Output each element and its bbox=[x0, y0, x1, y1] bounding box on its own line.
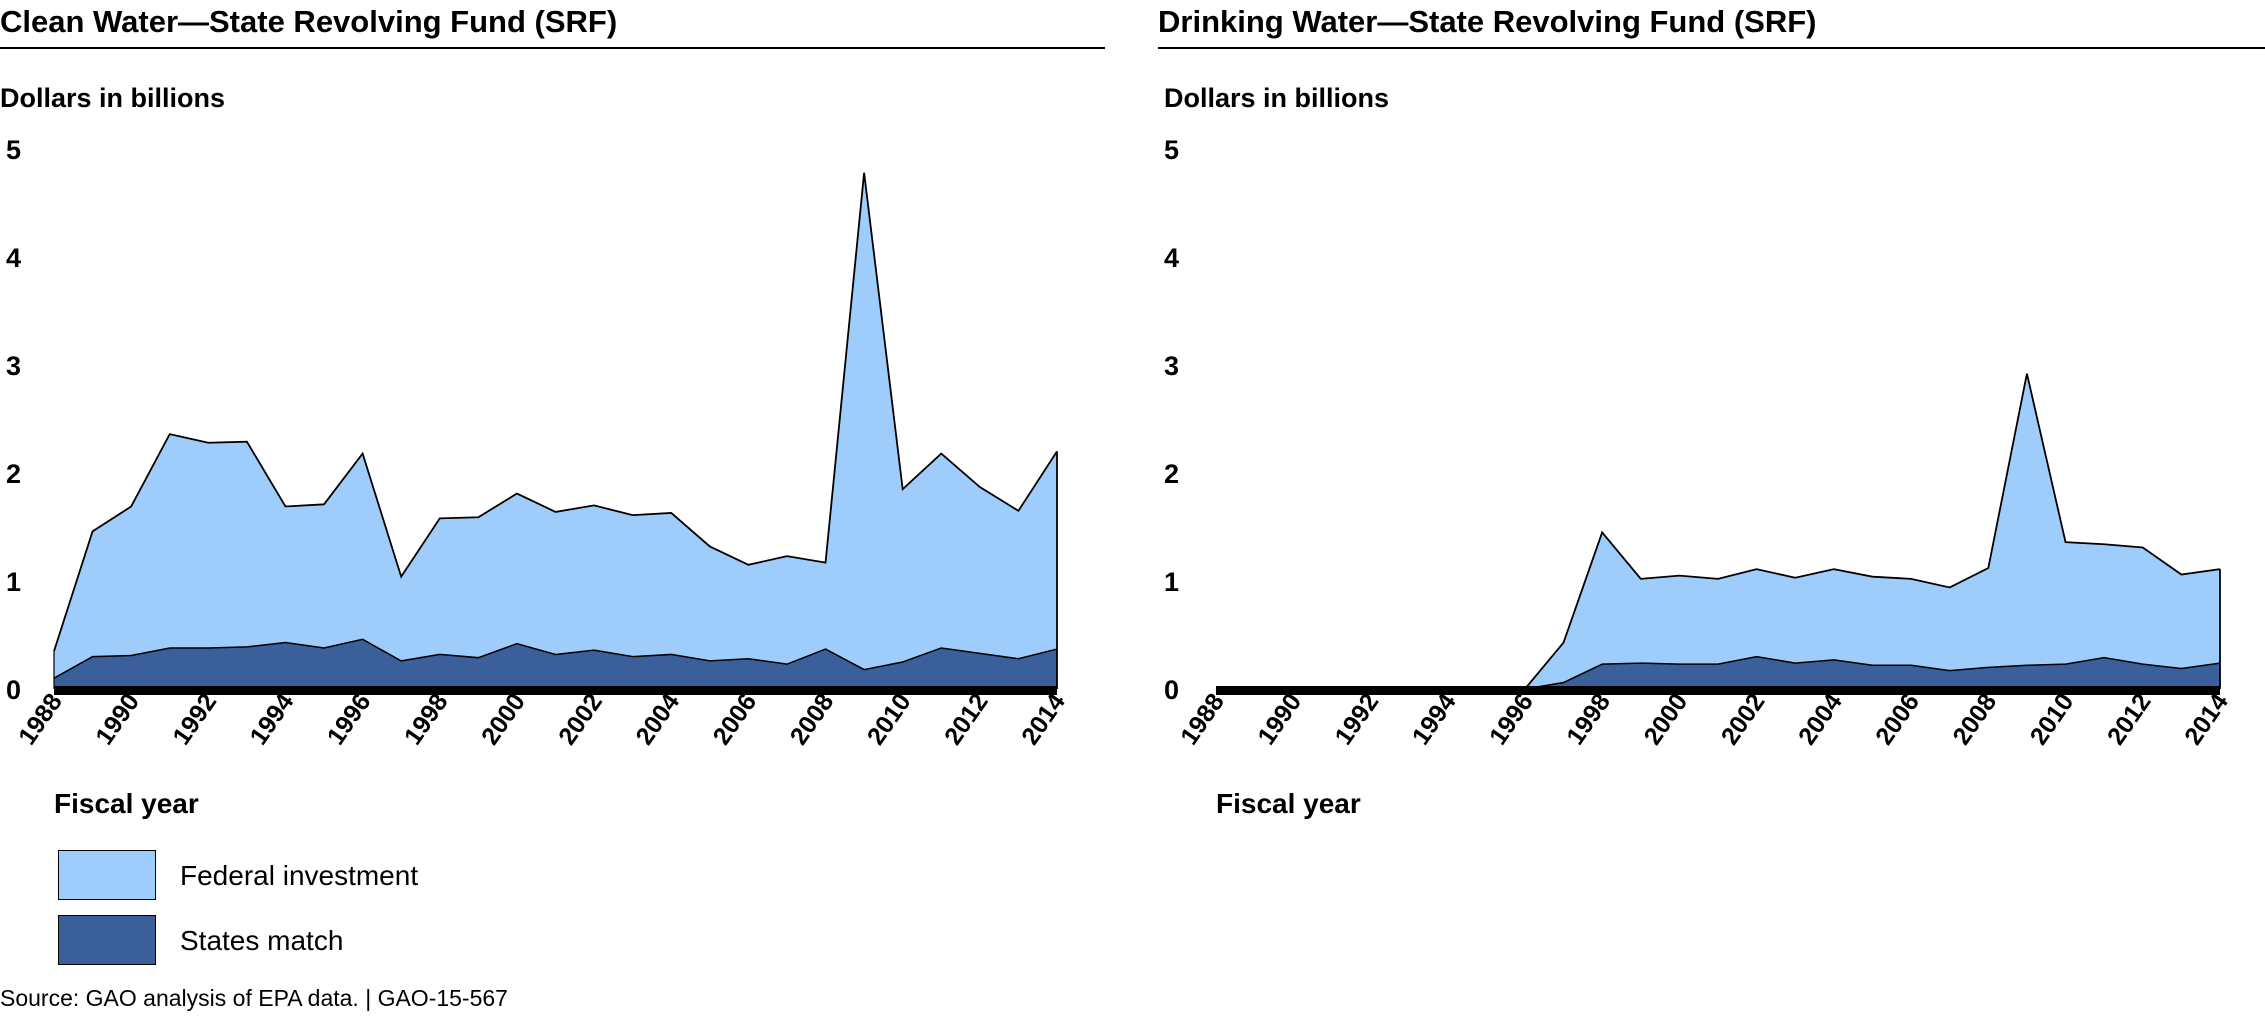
states-match-area bbox=[54, 639, 1057, 689]
x-tick-label: 2012 bbox=[939, 688, 994, 750]
clean-water-title: Clean Water—State Revolving Fund (SRF) bbox=[0, 4, 618, 39]
x-tick-label: 2008 bbox=[785, 688, 840, 750]
x-tick-label: 1996 bbox=[1484, 688, 1539, 750]
drinking-water-title: Drinking Water—State Revolving Fund (SRF… bbox=[1158, 4, 1817, 39]
y-tick-label: 3 bbox=[6, 351, 21, 381]
title-rule bbox=[0, 47, 1105, 49]
y-axis-unit-label: Dollars in billions bbox=[1164, 83, 1390, 113]
title-rule bbox=[1158, 47, 2265, 49]
y-tick-label: 0 bbox=[1164, 675, 1179, 705]
x-tick-label: 2004 bbox=[630, 688, 685, 750]
legend-item-states: States match bbox=[58, 915, 558, 967]
drinking-water-area-chart: 0 1 2 3 4 5 1988 1990 1992 1994 1996 1998 2000 2002 20… bbox=[1164, 135, 2234, 750]
source-note: Source: GAO analysis of EPA data. | GAO-… bbox=[0, 985, 508, 1011]
federal-investment-area bbox=[1216, 373, 2220, 689]
x-tick-label: 2006 bbox=[1870, 688, 1925, 750]
y-tick-label: 2 bbox=[6, 459, 21, 489]
y-tick-label: 3 bbox=[1164, 351, 1179, 381]
x-tick-label: 1994 bbox=[245, 688, 300, 750]
states-match-area bbox=[1216, 656, 2220, 689]
legend-swatch-states bbox=[58, 915, 156, 965]
x-tick-label: 2010 bbox=[862, 688, 917, 750]
y-tick-label: 5 bbox=[1164, 135, 1179, 165]
y-tick-label: 1 bbox=[1164, 567, 1179, 597]
y-tick-label: 4 bbox=[6, 243, 21, 273]
legend-label-states: States match bbox=[180, 925, 344, 956]
y-tick-label: 4 bbox=[1164, 243, 1179, 273]
x-tick-label: 2010 bbox=[2025, 688, 2080, 750]
x-tick-label: 2004 bbox=[1793, 688, 1848, 750]
federal-investment-line bbox=[53, 172, 1058, 652]
legend-item-federal: Federal investment bbox=[58, 850, 558, 902]
y-axis-unit-label: Dollars in billions bbox=[0, 83, 226, 113]
x-tick-label: 2014 bbox=[2179, 688, 2234, 750]
y-tick-label: 5 bbox=[6, 135, 21, 165]
x-tick-label: 2002 bbox=[1716, 688, 1771, 750]
x-tick-label: 2002 bbox=[553, 688, 608, 750]
x-tick-label: 2006 bbox=[707, 688, 762, 750]
x-tick-label: 1988 bbox=[13, 688, 68, 750]
y-tick-label: 1 bbox=[6, 567, 21, 597]
legend-label-federal: Federal investment bbox=[180, 860, 419, 891]
legend-swatch-federal bbox=[58, 850, 156, 900]
x-tick-label: 1998 bbox=[399, 688, 454, 750]
x-tick-label: 1992 bbox=[167, 688, 222, 750]
x-tick-label: 1990 bbox=[1252, 688, 1307, 750]
x-tick-label: 1992 bbox=[1330, 688, 1385, 750]
x-tick-label: 1988 bbox=[1175, 688, 1230, 750]
x-tick-label: 1996 bbox=[322, 688, 377, 750]
x-tick-label: 2008 bbox=[1947, 688, 2002, 750]
x-tick-label: 2012 bbox=[2102, 688, 2157, 750]
x-tick-label: 2014 bbox=[1016, 688, 1071, 750]
x-tick-label: 2000 bbox=[476, 688, 531, 750]
x-tick-label: 1998 bbox=[1561, 688, 1616, 750]
states-match-line bbox=[53, 638, 1058, 679]
x-axis-label: Fiscal year bbox=[54, 788, 199, 819]
federal-investment-area bbox=[54, 172, 1057, 679]
x-tick-label: 1990 bbox=[90, 688, 145, 750]
y-tick-label: 2 bbox=[1164, 459, 1179, 489]
x-axis-baseline bbox=[54, 686, 1057, 695]
x-axis-label: Fiscal year bbox=[1216, 788, 1361, 819]
y-tick-label: 0 bbox=[6, 675, 21, 705]
x-tick-label: 1994 bbox=[1407, 688, 1462, 750]
x-tick-label: 2000 bbox=[1638, 688, 1693, 750]
x-axis-baseline bbox=[1216, 686, 2220, 695]
clean-water-area-chart: 0 1 2 3 4 5 1988 1990 1992 1994 1996 1998 2000 2002 20… bbox=[6, 135, 1071, 750]
